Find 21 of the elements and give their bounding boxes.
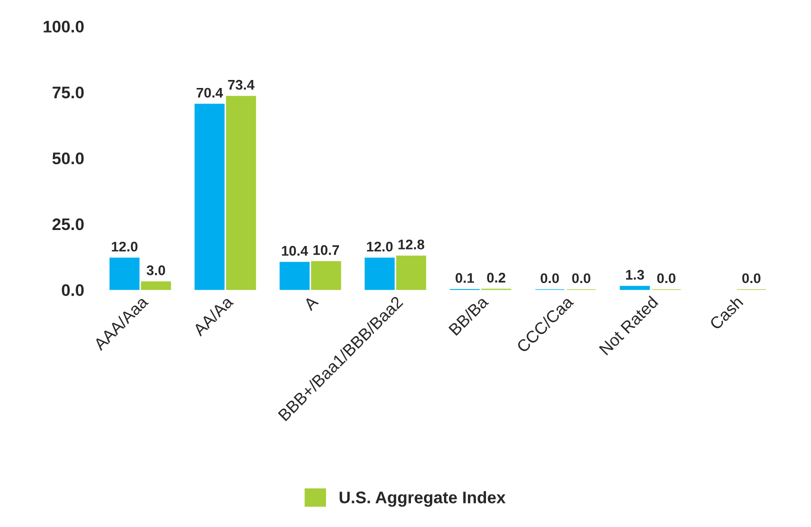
data-label: 0.0 — [572, 273, 590, 284]
data-label: 73.4 — [228, 80, 254, 90]
data-label: 0.0 — [742, 273, 760, 284]
y-tick-label: 75.0 — [52, 86, 84, 98]
data-label: 1.3 — [626, 270, 644, 280]
data-label: 10.4 — [282, 246, 308, 256]
legend-label: U.S. Aggregate Index — [340, 491, 506, 507]
data-label: 0.1 — [456, 273, 474, 283]
data-label: 10.7 — [313, 245, 339, 255]
y-tick-label: 0.0 — [62, 284, 84, 296]
data-label: 0.0 — [657, 273, 676, 284]
data-label: 12.0 — [112, 242, 138, 252]
y-tick-label: 100.0 — [44, 20, 84, 33]
data-label: 0.2 — [487, 272, 506, 283]
y-tick-label: 25.0 — [52, 218, 84, 230]
data-label: 12.0 — [367, 242, 393, 252]
data-label: 12.8 — [398, 240, 424, 250]
data-label: 3.0 — [146, 265, 166, 276]
data-label: 0.0 — [540, 273, 559, 284]
data-label: 70.4 — [196, 88, 224, 98]
y-tick-label: 50.0 — [52, 152, 84, 164]
